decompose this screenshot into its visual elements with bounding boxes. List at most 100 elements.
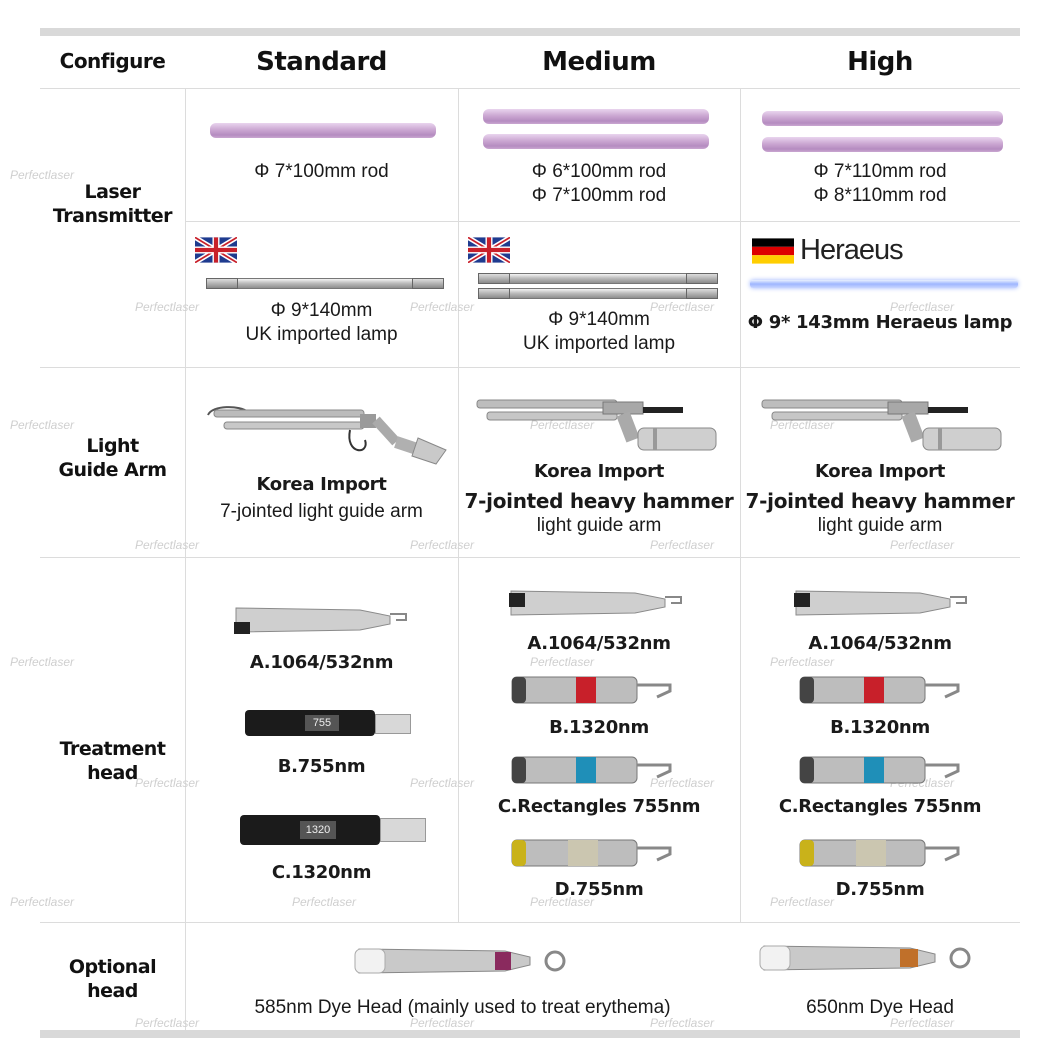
row-label-line: Light	[86, 435, 139, 457]
handpiece-rectangle-755-image	[511, 756, 672, 784]
sub-row-divider	[185, 221, 1020, 222]
dye-head-650-image	[759, 945, 971, 971]
row-divider	[40, 922, 1020, 923]
uk-flag-icon	[468, 237, 510, 263]
watermark: Perfectlaser	[10, 655, 75, 669]
head-label: A.1064/532nm	[527, 633, 671, 654]
row-label-line: head	[87, 762, 138, 784]
handpiece-1320-red-image	[511, 676, 672, 704]
header-configure: Configure	[59, 49, 166, 73]
row-label-laser-transmitter: Laser Transmitter	[40, 180, 185, 228]
row-label-line: Treatment	[59, 738, 166, 760]
heraeus-logo: Heraeus	[800, 234, 904, 266]
arm-origin: Korea Import	[256, 474, 387, 495]
heraeus-lamp	[750, 280, 1018, 288]
dye-head-585-image	[354, 948, 566, 974]
watermark: Perfectlaser	[650, 300, 715, 314]
row-label-light-guide-arm: Light Guide Arm	[40, 434, 185, 482]
bottom-border	[40, 1030, 1020, 1038]
dye-head-label: 585nm Dye Head (mainly used to treat ery…	[254, 997, 671, 1018]
arm-origin: Korea Import	[814, 461, 946, 482]
row-label-line: Transmitter	[52, 205, 173, 227]
laser-rod	[483, 109, 709, 124]
row-label-line: head	[87, 980, 138, 1002]
handpiece-755-yellow-image	[511, 839, 672, 867]
head-label: C.1320nm	[271, 862, 372, 883]
laser-rod	[483, 134, 709, 149]
lamp-spec: UK imported lamp	[522, 333, 676, 354]
watermark: Perfectlaser	[135, 776, 200, 790]
watermark: Perfectlaser	[530, 418, 595, 432]
arm-description: 7-jointed heavy hammer	[464, 489, 734, 513]
row-divider	[40, 367, 1020, 368]
head-label: D.755nm	[835, 879, 925, 900]
arm-origin: Korea Import	[533, 461, 665, 482]
watermark: Perfectlaser	[890, 300, 955, 314]
head-label: D.755nm	[554, 879, 644, 900]
flash-lamp	[478, 288, 718, 299]
column-divider	[740, 88, 741, 922]
handpiece-tip	[375, 714, 411, 734]
head-label: A.1064/532nm	[808, 633, 952, 654]
watermark: Perfectlaser	[650, 538, 715, 552]
laser-rod	[762, 137, 1003, 152]
watermark: Perfectlaser	[135, 300, 200, 314]
dye-head-label: 650nm Dye Head	[806, 997, 954, 1018]
watermark: Perfectlaser	[292, 895, 357, 909]
watermark: Perfectlaser	[410, 1016, 475, 1030]
watermark: Perfectlaser	[770, 418, 835, 432]
head-label: C.Rectangles 755nm	[778, 796, 982, 817]
handpiece-1320-red-image	[799, 676, 960, 704]
watermark: Perfectlaser	[410, 776, 475, 790]
germany-flag-icon	[752, 238, 794, 264]
uk-flag-icon	[195, 237, 237, 263]
laser-rod	[762, 111, 1003, 126]
rod-spec: Φ 8*110mm rod	[813, 185, 947, 206]
watermark: Perfectlaser	[890, 538, 955, 552]
watermark: Perfectlaser	[135, 538, 200, 552]
light-guide-arm-image	[207, 406, 447, 465]
handpiece-755-yellow-image	[799, 839, 960, 867]
top-border	[40, 28, 1020, 36]
watermark: Perfectlaser	[650, 776, 715, 790]
head-badge: 1320	[300, 821, 336, 839]
watermark: Perfectlaser	[10, 418, 75, 432]
watermark: Perfectlaser	[770, 895, 835, 909]
watermark: Perfectlaser	[530, 655, 595, 669]
row-divider	[40, 557, 1020, 558]
handpiece-1064-532-image	[234, 607, 407, 634]
lamp-spec: UK imported lamp	[245, 324, 398, 345]
head-label: C.Rectangles 755nm	[497, 796, 701, 817]
handpiece-1064-532-image	[794, 590, 967, 616]
watermark: Perfectlaser	[10, 168, 75, 182]
arm-description: 7-jointed heavy hammer	[745, 489, 1015, 513]
watermark: Perfectlaser	[890, 1016, 955, 1030]
watermark: Perfectlaser	[10, 895, 75, 909]
row-label-treatment-head: Treatment head	[40, 737, 185, 785]
row-label-line: Guide Arm	[58, 459, 167, 481]
head-label: B.755nm	[277, 756, 366, 777]
head-label: A.1064/532nm	[249, 652, 394, 673]
row-label-line: Optional	[68, 956, 157, 978]
head-badge: 755	[305, 715, 339, 731]
arm-description: light guide arm	[536, 515, 662, 536]
column-divider	[185, 88, 186, 1030]
head-label: B.1320nm	[830, 717, 930, 738]
row-divider	[40, 88, 1020, 89]
rod-spec: Φ 6*100mm rod	[531, 161, 667, 182]
flash-lamp	[478, 273, 718, 284]
arm-description: 7-jointed light guide arm	[220, 501, 423, 522]
lamp-spec: Φ 9* 143mm Heraeus lamp	[747, 312, 1013, 333]
flash-lamp	[206, 278, 444, 289]
laser-rod	[210, 123, 436, 138]
watermark: Perfectlaser	[530, 895, 595, 909]
handpiece-1064-532-image	[509, 590, 682, 616]
lamp-spec: Φ 9*140mm	[270, 300, 373, 321]
header-high: High	[847, 47, 913, 77]
lamp-spec: Φ 9*140mm	[548, 309, 650, 330]
watermark: Perfectlaser	[410, 538, 475, 552]
row-label-optional-head: Optional head	[40, 955, 185, 1003]
watermark: Perfectlaser	[650, 1016, 715, 1030]
rod-spec: Φ 7*100mm rod	[254, 161, 389, 182]
watermark: Perfectlaser	[135, 1016, 200, 1030]
